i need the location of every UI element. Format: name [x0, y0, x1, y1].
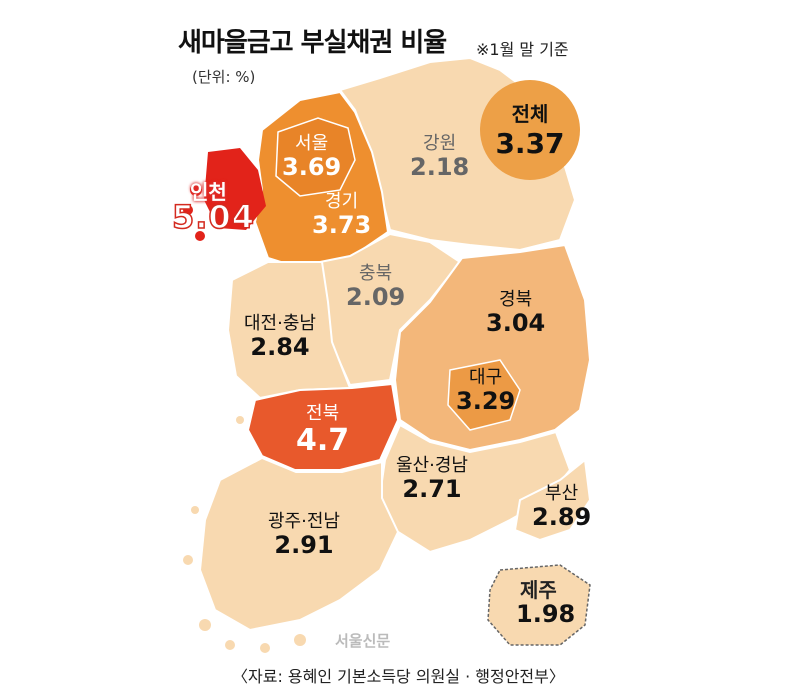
total-name: 전체	[511, 102, 549, 126]
chungbuk-value: 2.09	[346, 282, 406, 311]
date-note: ※1월 말 기준	[476, 40, 569, 59]
label-jeonbuk: 전북 4.7	[296, 404, 349, 457]
daegu-name: 대구	[469, 367, 503, 388]
seoul-name: 서울	[295, 133, 329, 154]
daegu-value: 3.29	[456, 386, 516, 415]
gangwon-name: 강원	[423, 133, 457, 154]
map-title: 새마을금고 부실채권 비율	[178, 28, 447, 58]
daejeon-chungnam-value: 2.84	[250, 332, 310, 361]
gyeongbuk-value: 3.04	[486, 308, 546, 337]
watermark: 서울신문	[335, 632, 391, 650]
jeonbuk-value: 4.7	[296, 422, 350, 458]
region-gwangju-jeonnam	[198, 456, 400, 632]
gyeonggi-value: 3.73	[312, 210, 372, 239]
label-daegu: 대구 3.29	[456, 368, 515, 414]
total-value: 3.37	[495, 127, 565, 160]
unit-label: (단위: %)	[192, 68, 256, 86]
islands	[183, 416, 306, 653]
source-note: 〈자료: 용혜인 기본소득당 의원실 · 행정안전부〉	[232, 667, 565, 686]
label-gyeongbuk: 경북 3.04	[486, 290, 545, 336]
total-badge: 전체 3.37	[480, 80, 580, 180]
jeju-value: 1.98	[516, 600, 576, 628]
jeonbuk-name: 전북	[306, 403, 340, 424]
region-busan	[513, 458, 592, 542]
region-daegu	[447, 359, 521, 431]
busan-name: 부산	[545, 483, 579, 504]
seoul-value: 3.69	[282, 152, 342, 181]
label-ulsan-gyeongnam: 울산·경남 2.71	[396, 456, 468, 502]
incheon-name: 인천	[190, 180, 227, 204]
gwangju-jeonnam-value: 2.91	[274, 530, 334, 559]
gyeonggi-name: 경기	[325, 191, 359, 212]
daejeon-chungnam-name: 대전·충남	[244, 313, 316, 334]
label-daejeon-chungnam: 대전·충남 2.84	[244, 314, 316, 360]
region-jeju	[487, 564, 591, 646]
ulsan-gyeongnam-value: 2.71	[402, 474, 462, 503]
ulsan-gyeongnam-name: 울산·경남	[396, 455, 468, 476]
region-jeonbuk	[246, 382, 400, 471]
label-chungbuk: 충북 2.09	[346, 264, 405, 310]
region-gyeongbuk	[393, 243, 592, 452]
label-busan: 부산 2.89	[532, 484, 591, 530]
label-gangwon: 강원 2.18	[410, 134, 469, 180]
busan-value: 2.89	[532, 502, 592, 531]
region-incheon	[183, 148, 266, 241]
gyeongbuk-name: 경북	[499, 289, 533, 310]
chungbuk-name: 충북	[359, 263, 393, 284]
gwangju-jeonnam-name: 광주·전남	[268, 511, 340, 532]
label-seoul: 서울 3.69	[282, 134, 341, 180]
incheon-value: 5.04	[171, 197, 255, 237]
region-seoul	[275, 117, 356, 197]
jeju-name: 제주	[520, 578, 557, 602]
label-gwangju-jeonnam: 광주·전남 2.91	[268, 512, 340, 558]
gangwon-value: 2.18	[410, 152, 470, 181]
label-gyeonggi: 경기 3.73	[312, 192, 371, 238]
